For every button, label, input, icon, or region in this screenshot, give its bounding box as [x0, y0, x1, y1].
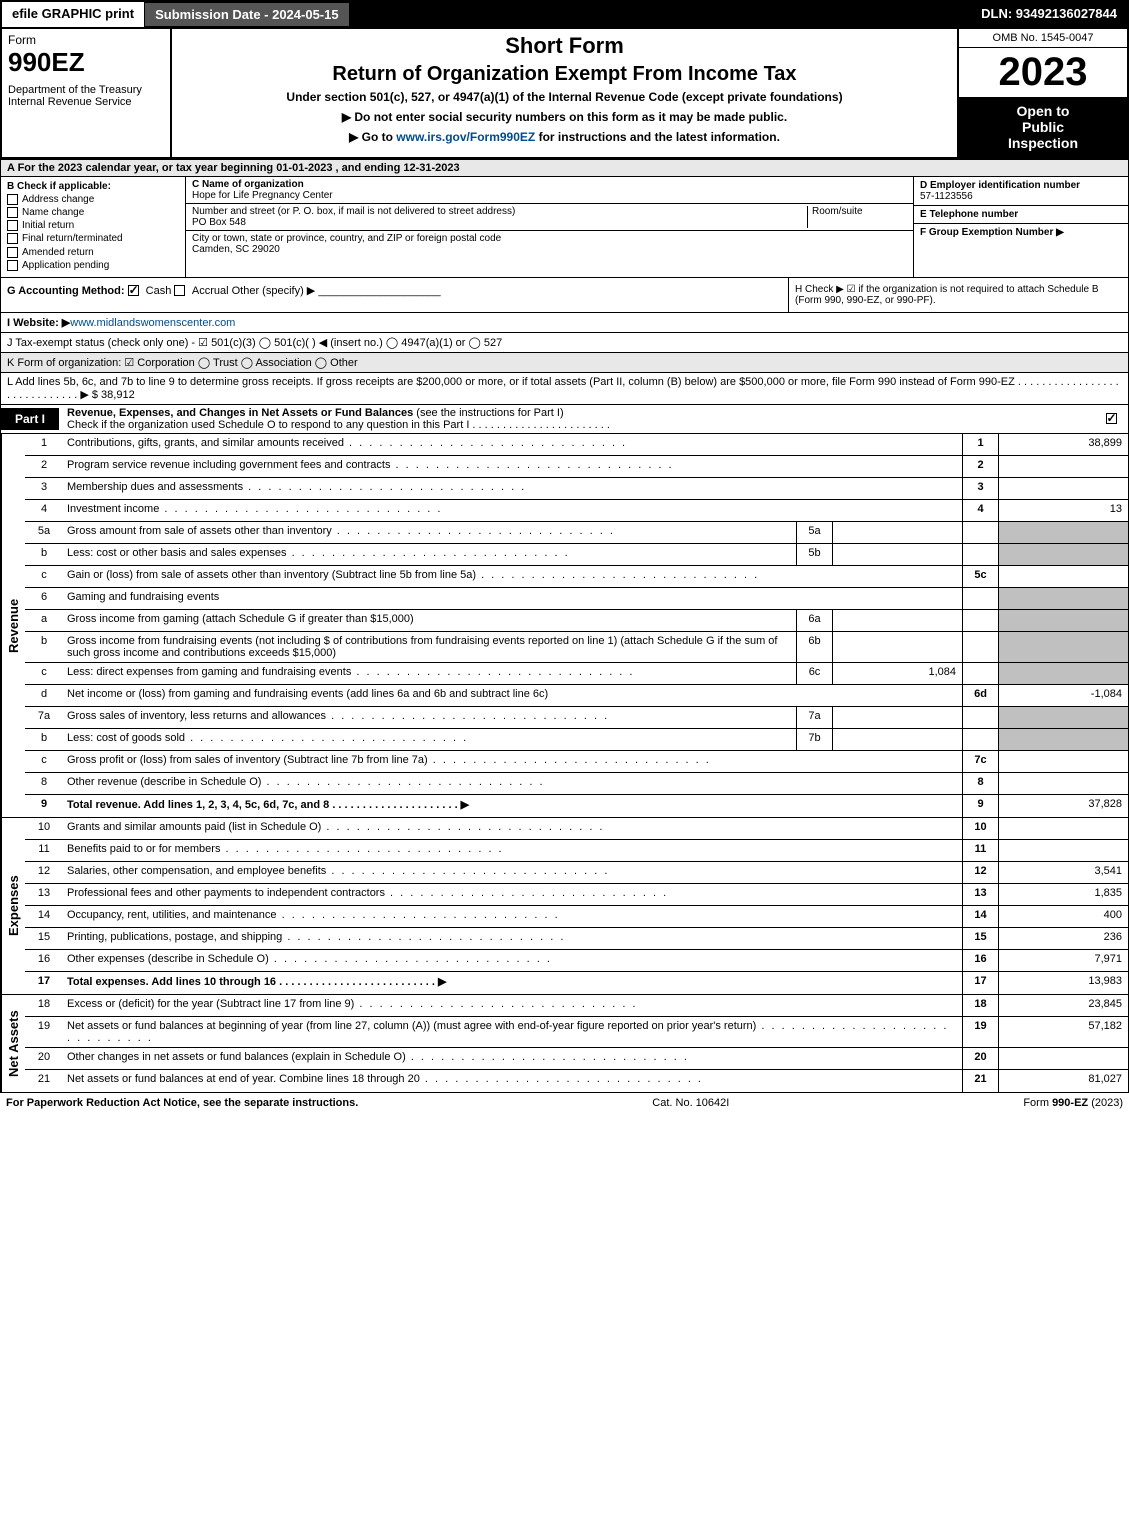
row-i: I Website: ▶www.midlandswomenscenter.com — [0, 313, 1129, 333]
c-name-label: C Name of organization — [192, 179, 304, 190]
section-b: B Check if applicable: Address change Na… — [1, 177, 186, 277]
chk-initial-return[interactable] — [7, 220, 18, 231]
row-g-h: G Accounting Method: Cash Accrual Other … — [0, 278, 1129, 313]
line-6d-value: -1,084 — [998, 685, 1128, 706]
section-b-c-d: B Check if applicable: Address change Na… — [0, 177, 1129, 278]
revenue-side-label: Revenue — [1, 434, 25, 817]
expenses-table: Expenses 10Grants and similar amounts pa… — [0, 818, 1129, 995]
net-assets-table: Net Assets 18Excess or (deficit) for the… — [0, 995, 1129, 1093]
f-label: F Group Exemption Number ▶ — [920, 227, 1064, 238]
line-4-value: 13 — [998, 500, 1128, 521]
line-9-value: 37,828 — [998, 795, 1128, 817]
chk-final-return[interactable] — [7, 233, 18, 244]
header-left: Form 990EZ Department of the Treasury In… — [2, 29, 172, 157]
line-13-value: 1,835 — [998, 884, 1128, 905]
open-public-inspection: Open to Public Inspection — [959, 97, 1127, 157]
irs-label: Internal Revenue Service — [8, 96, 164, 108]
org-name: Hope for Life Pregnancy Center — [192, 190, 333, 201]
part-i-header: Part I Revenue, Expenses, and Changes in… — [0, 405, 1129, 434]
chk-schedule-o[interactable] — [1106, 413, 1117, 424]
form-ref: Form 990-EZ (2023) — [1023, 1097, 1123, 1109]
chk-name-change[interactable] — [7, 207, 18, 218]
header-right: OMB No. 1545-0047 2023 Open to Public In… — [957, 29, 1127, 157]
website-link[interactable]: www.midlandswomenscenter.com — [70, 317, 235, 329]
city-label: City or town, state or province, country… — [192, 233, 501, 244]
cat-number: Cat. No. 10642I — [652, 1097, 729, 1109]
row-k: K Form of organization: ☑ Corporation ◯ … — [0, 353, 1129, 373]
department: Department of the Treasury — [8, 84, 164, 96]
ein: 57-1123556 — [920, 191, 973, 202]
section-d-e-f: D Employer identification number 57-1123… — [913, 177, 1128, 277]
revenue-table: Revenue 1Contributions, gifts, grants, a… — [0, 434, 1129, 818]
header-center: Short Form Return of Organization Exempt… — [172, 29, 957, 157]
street-label: Number and street (or P. O. box, if mail… — [192, 206, 515, 217]
line-5c-value — [998, 566, 1128, 587]
form-word: Form — [8, 33, 164, 47]
line-14-value: 400 — [998, 906, 1128, 927]
chk-amended-return[interactable] — [7, 247, 18, 258]
room-suite-label: Room/suite — [807, 206, 907, 228]
d-label: D Employer identification number — [920, 180, 1080, 191]
part-i-tab: Part I — [1, 408, 59, 430]
note-goto: ▶ Go to www.irs.gov/Form990EZ for instru… — [180, 130, 949, 144]
subtitle: Under section 501(c), 527, or 4947(a)(1)… — [180, 90, 949, 104]
form-header: Form 990EZ Department of the Treasury In… — [0, 29, 1129, 159]
short-form-title: Short Form — [180, 33, 949, 59]
part-i-title: Revenue, Expenses, and Changes in Net As… — [59, 405, 1098, 433]
line-8-value — [998, 773, 1128, 794]
return-title: Return of Organization Exempt From Incom… — [180, 63, 949, 86]
line-20-value — [998, 1048, 1128, 1069]
section-b-label: B Check if applicable: — [7, 181, 111, 192]
chk-application-pending[interactable] — [7, 260, 18, 271]
note-ssn: ▶ Do not enter social security numbers o… — [180, 110, 949, 124]
line-7c-value — [998, 751, 1128, 772]
section-h: H Check ▶ ☑ if the organization is not r… — [788, 278, 1128, 312]
line-16-value: 7,971 — [998, 950, 1128, 971]
paperwork-notice: For Paperwork Reduction Act Notice, see … — [6, 1097, 358, 1109]
net-assets-side-label: Net Assets — [1, 995, 25, 1092]
submission-date: Submission Date - 2024-05-15 — [144, 2, 350, 27]
row-l: L Add lines 5b, 6c, and 7b to line 9 to … — [0, 373, 1129, 405]
line-19-value: 57,182 — [998, 1017, 1128, 1047]
efile-label[interactable]: efile GRAPHIC print — [2, 2, 144, 27]
row-j: J Tax-exempt status (check only one) - ☑… — [0, 333, 1129, 353]
expenses-side-label: Expenses — [1, 818, 25, 994]
line-18-value: 23,845 — [998, 995, 1128, 1016]
irs-link[interactable]: www.irs.gov/Form990EZ — [396, 130, 535, 144]
line-11-value — [998, 840, 1128, 861]
topbar: efile GRAPHIC print Submission Date - 20… — [0, 0, 1129, 29]
line-12-value: 3,541 — [998, 862, 1128, 883]
chk-accrual[interactable] — [174, 285, 185, 296]
line-15-value: 236 — [998, 928, 1128, 949]
form-number: 990EZ — [8, 47, 164, 78]
section-g: G Accounting Method: Cash Accrual Other … — [1, 278, 788, 312]
street: PO Box 548 — [192, 217, 246, 228]
line-1-value: 38,899 — [998, 434, 1128, 455]
e-label: E Telephone number — [920, 209, 1018, 220]
footer: For Paperwork Reduction Act Notice, see … — [0, 1093, 1129, 1113]
line-21-value: 81,027 — [998, 1070, 1128, 1092]
section-a: A For the 2023 calendar year, or tax yea… — [0, 159, 1129, 177]
city-state-zip: Camden, SC 29020 — [192, 244, 280, 255]
line-10-value — [998, 818, 1128, 839]
gross-receipts: 38,912 — [101, 389, 135, 401]
section-c: C Name of organization Hope for Life Pre… — [186, 177, 913, 277]
chk-cash[interactable] — [128, 285, 139, 296]
line-6c-value: 1,084 — [832, 663, 962, 684]
omb-number: OMB No. 1545-0047 — [959, 29, 1127, 48]
line-2-value — [998, 456, 1128, 477]
dln: DLN: 93492136027844 — [350, 2, 1127, 27]
line-17-value: 13,983 — [998, 972, 1128, 994]
chk-address-change[interactable] — [7, 194, 18, 205]
tax-year: 2023 — [959, 48, 1127, 97]
line-3-value — [998, 478, 1128, 499]
